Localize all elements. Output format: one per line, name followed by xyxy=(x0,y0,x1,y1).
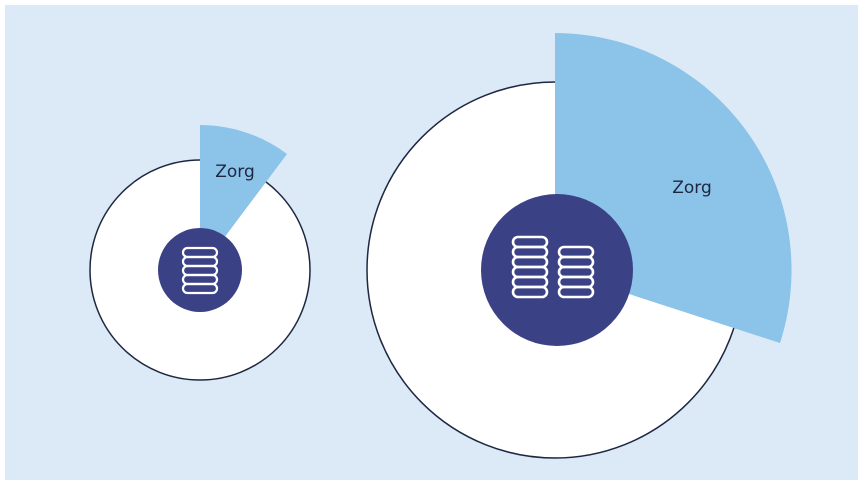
large-pie: Zorg xyxy=(366,33,792,459)
coin-icon xyxy=(511,235,595,299)
slice xyxy=(200,125,287,270)
small-pie: Zorg xyxy=(89,125,311,381)
center-circle xyxy=(481,194,633,346)
slice-label: Zorg xyxy=(672,178,712,198)
slice-label: Zorg xyxy=(215,162,255,182)
center-circle xyxy=(158,228,242,312)
coin-icon xyxy=(181,246,219,295)
